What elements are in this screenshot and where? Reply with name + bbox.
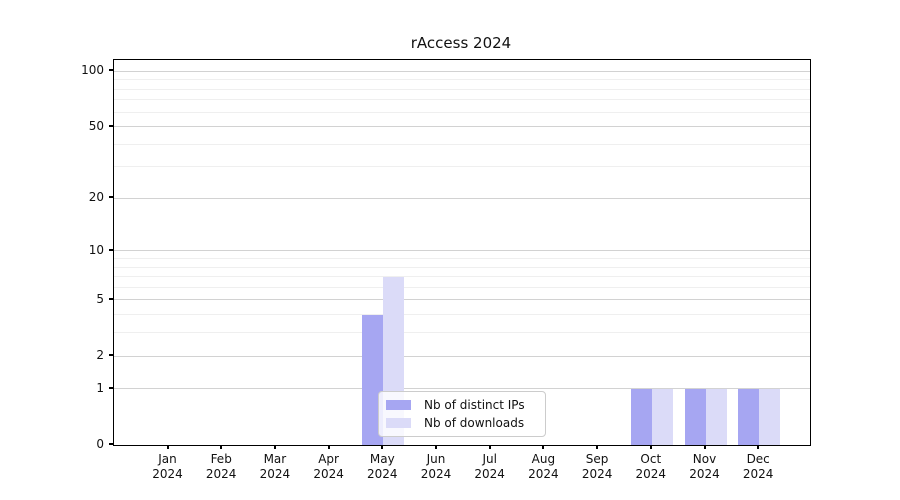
minor-gridline bbox=[114, 166, 810, 168]
minor-gridline bbox=[114, 258, 810, 259]
y-tick-mark bbox=[109, 124, 113, 127]
bar bbox=[684, 388, 706, 445]
x-tick-label: Jun 2024 bbox=[420, 452, 452, 481]
legend: Nb of distinct IPs Nb of downloads bbox=[378, 391, 546, 437]
y-tick-label: 50 bbox=[88, 118, 104, 133]
x-tick-label: Jan 2024 bbox=[152, 452, 183, 481]
x-tick-label: Nov 2024 bbox=[689, 452, 720, 481]
y-tick-label: 10 bbox=[88, 242, 104, 257]
bar bbox=[705, 388, 727, 445]
x-tick-label: Aug 2024 bbox=[528, 452, 559, 481]
minor-gridline bbox=[114, 143, 810, 145]
legend-swatch-distinct-ips-icon bbox=[386, 400, 411, 410]
minor-gridline bbox=[114, 111, 810, 113]
major-gridline bbox=[114, 388, 810, 390]
y-tick-mark bbox=[109, 297, 113, 300]
x-tick-mark bbox=[327, 445, 330, 449]
x-tick-label: Mar 2024 bbox=[259, 452, 291, 481]
minor-gridline bbox=[114, 276, 810, 278]
major-gridline bbox=[114, 355, 810, 357]
legend-label-distinct-ips: Nb of distinct IPs bbox=[424, 398, 525, 412]
y-tick-label: 5 bbox=[96, 291, 104, 306]
major-gridline bbox=[114, 126, 810, 128]
x-tick-mark bbox=[273, 445, 276, 449]
y-tick-label: 1 bbox=[96, 380, 104, 395]
y-tick-mark bbox=[109, 69, 113, 72]
x-tick-label: Oct 2024 bbox=[635, 452, 667, 481]
minor-gridline bbox=[114, 99, 810, 101]
x-tick-label: May 2024 bbox=[367, 452, 398, 481]
y-tick-mark bbox=[109, 443, 113, 445]
y-tick-mark bbox=[109, 248, 113, 251]
bar bbox=[651, 388, 673, 445]
bar bbox=[759, 388, 781, 445]
chart-title: rAccess 2024 bbox=[410, 34, 512, 52]
major-gridline bbox=[114, 70, 810, 72]
y-tick-label: 0 bbox=[96, 437, 104, 451]
x-tick-mark bbox=[381, 445, 384, 449]
x-tick-mark bbox=[757, 445, 760, 449]
minor-gridline bbox=[114, 266, 810, 268]
y-tick-mark bbox=[109, 386, 113, 389]
major-gridline bbox=[114, 197, 810, 199]
legend-item-distinct-ips: Nb of distinct IPs bbox=[386, 398, 545, 412]
y-tick-label: 20 bbox=[88, 190, 104, 205]
y-tick-label: 2 bbox=[96, 348, 104, 363]
legend-item-downloads: Nb of downloads bbox=[386, 416, 545, 430]
x-tick-label: Dec 2024 bbox=[742, 452, 774, 481]
x-tick-mark bbox=[166, 445, 169, 449]
legend-label-downloads: Nb of downloads bbox=[424, 416, 525, 430]
x-tick-mark bbox=[488, 445, 491, 449]
x-tick-mark bbox=[542, 445, 545, 449]
minor-gridline bbox=[114, 79, 810, 81]
x-tick-label: Jul 2024 bbox=[474, 452, 505, 481]
y-tick-mark bbox=[109, 354, 113, 357]
major-gridline bbox=[114, 299, 810, 301]
minor-gridline bbox=[114, 332, 810, 334]
minor-gridline bbox=[114, 314, 810, 316]
y-tick-label: 100 bbox=[81, 63, 104, 78]
x-tick-mark bbox=[435, 445, 437, 449]
x-tick-label: Sep 2024 bbox=[581, 452, 613, 481]
minor-gridline bbox=[114, 286, 810, 288]
legend-swatch-downloads-icon bbox=[386, 418, 411, 428]
minor-gridline bbox=[114, 88, 810, 90]
y-tick-mark bbox=[109, 196, 113, 199]
major-gridline bbox=[114, 250, 810, 252]
x-tick-mark bbox=[220, 445, 223, 449]
bar bbox=[738, 388, 760, 445]
x-tick-label: Apr 2024 bbox=[313, 452, 344, 481]
x-tick-label: Feb 2024 bbox=[205, 452, 237, 481]
x-tick-mark bbox=[596, 445, 599, 449]
bar bbox=[630, 388, 652, 445]
x-tick-mark bbox=[703, 445, 706, 449]
plot-area bbox=[113, 59, 811, 446]
x-tick-mark bbox=[649, 445, 652, 449]
